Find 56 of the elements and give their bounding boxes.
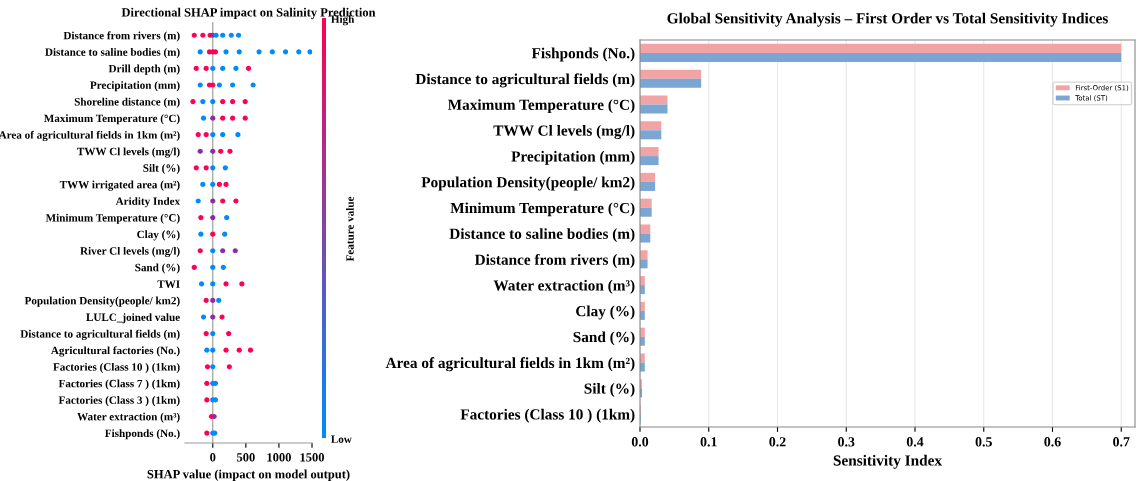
x-tick-label: 0.4: [906, 437, 924, 447]
x-tick-label: 0.5: [975, 437, 992, 447]
y-tick-label: Shoreline distance (m): [74, 97, 180, 108]
x-tick-label: 0.1: [700, 437, 717, 447]
y-tick-label: Water extraction (m³): [77, 412, 180, 423]
y-tick-label: Silt (%): [584, 383, 635, 397]
x-tick-label: 0.0: [631, 437, 649, 447]
y-tick-label: Population Density(people/ km2): [24, 296, 180, 307]
x-tick-label: 0.6: [1044, 437, 1061, 447]
y-tick-label: Distance from rivers (m): [474, 253, 635, 268]
y-tick-label: Population Density(people/ km2): [421, 176, 635, 191]
y-tick-label: Area of agricultural fields in 1km (m²): [385, 357, 635, 372]
y-tick-label: Precipitation (mm): [90, 81, 180, 92]
y-tick-label: TWI: [157, 280, 180, 288]
y-tick-label: Clay (%): [576, 305, 635, 320]
y-tick-label: Distance to agricultural fields (m): [415, 73, 635, 88]
y-tick-label: Maximum Temperature (°C): [447, 99, 635, 114]
y-tick-label: Fishponds (No.): [531, 47, 635, 62]
color-bar-title: Feature value: [345, 196, 354, 262]
x-tick-label: 0.7: [1113, 437, 1130, 447]
y-tick-label: Sand (%): [573, 331, 635, 346]
x-axis-title: Sensitivity Index: [833, 454, 942, 469]
color-bar-label: Low: [331, 435, 352, 443]
y-tick-label: TWW irrigated area (m²): [59, 180, 180, 191]
x-tick-label: 500: [236, 453, 255, 462]
y-tick-label: Distance to saline bodies (m): [45, 47, 180, 59]
x-axis-title: SHAP value (impact on model output): [147, 469, 350, 481]
y-tick-label: Fishponds (No.): [105, 429, 180, 440]
y-tick-label: Agricultural factories (No.): [50, 346, 180, 357]
x-tick-label: 0.3: [838, 437, 855, 447]
y-tick-label: Silt (%): [143, 164, 180, 175]
y-tick-label: Clay (%): [137, 230, 180, 241]
y-tick-label: LULC_joined value: [86, 313, 180, 324]
y-tick-label: Sand (%): [135, 263, 180, 274]
y-tick-label: Distance to agricultural fields (m): [20, 329, 180, 340]
y-tick-label: Water extraction (m³): [493, 279, 635, 294]
y-tick-label: Distance to saline bodies (m): [449, 228, 635, 243]
y-tick-label: Distance from rivers (m): [63, 31, 180, 42]
x-tick-label: 0: [210, 453, 216, 462]
y-tick-label: Precipitation (mm): [511, 150, 635, 165]
y-tick-label: TWW Cl levels (mg/l): [77, 147, 180, 158]
y-tick-label: Factories (Class 7 ) (1km): [58, 379, 180, 390]
y-tick-label: TWW Cl levels (mg/l): [493, 125, 635, 139]
y-tick-label: Factories (Class 10 ) (1km): [53, 362, 180, 373]
y-tick-label: Maximum Temperature (°C): [43, 114, 180, 125]
y-tick-label: Aridity Index: [115, 197, 181, 208]
y-tick-label: Minimum Temperature (°C): [450, 202, 635, 217]
y-tick-label: Minimum Temperature (°C): [45, 213, 180, 224]
y-tick-label: Drill depth (m): [108, 64, 180, 75]
y-tick-label: River Cl levels (mg/l): [80, 246, 180, 258]
y-tick-label: Factories (Class 3 ) (1km): [58, 396, 180, 407]
x-tick-label: 0.2: [769, 437, 786, 447]
x-tick-label: 1000: [267, 453, 291, 462]
y-tick-label: Factories (Class 10 ) (1km): [460, 408, 635, 423]
x-tick-label: 1500: [300, 453, 325, 462]
chart-title: Global Sensitivity Analysis – First Order vs Total Sensitivity Indices: [667, 12, 1108, 27]
